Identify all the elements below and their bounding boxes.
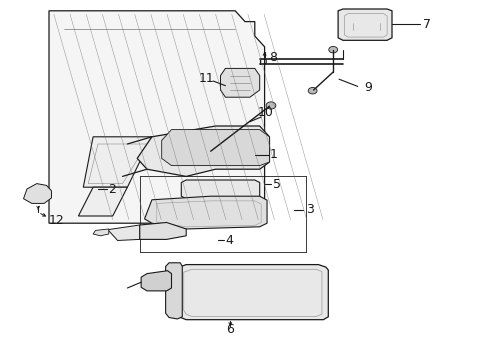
Polygon shape [166, 263, 182, 319]
Text: 2: 2 [108, 183, 116, 195]
Circle shape [52, 51, 60, 57]
Polygon shape [181, 180, 260, 199]
Circle shape [329, 46, 338, 53]
Polygon shape [49, 11, 265, 223]
Circle shape [349, 30, 357, 35]
Text: 3: 3 [306, 203, 314, 216]
Polygon shape [140, 222, 186, 239]
Circle shape [258, 58, 267, 65]
Circle shape [205, 149, 215, 156]
Polygon shape [78, 187, 127, 216]
Circle shape [52, 105, 60, 111]
Polygon shape [220, 68, 260, 97]
Text: 10: 10 [258, 106, 273, 119]
Polygon shape [145, 196, 267, 229]
Polygon shape [83, 137, 152, 187]
Text: 1: 1 [270, 148, 277, 161]
Circle shape [376, 17, 384, 23]
Text: 8: 8 [270, 51, 277, 64]
Text: 12: 12 [49, 214, 64, 227]
Text: 9: 9 [365, 81, 372, 94]
Text: 5: 5 [273, 178, 281, 191]
Polygon shape [338, 9, 392, 40]
Circle shape [150, 278, 161, 286]
Circle shape [153, 280, 158, 284]
Text: 6: 6 [226, 323, 234, 336]
Circle shape [266, 102, 276, 109]
Polygon shape [162, 130, 270, 166]
Circle shape [376, 30, 384, 35]
Polygon shape [176, 265, 328, 320]
Circle shape [196, 108, 201, 112]
Polygon shape [24, 184, 51, 203]
Polygon shape [108, 225, 140, 240]
Text: 11: 11 [199, 72, 215, 85]
Polygon shape [93, 229, 109, 236]
Circle shape [308, 87, 317, 94]
Polygon shape [137, 126, 270, 176]
Polygon shape [141, 271, 171, 291]
Circle shape [192, 105, 205, 114]
Circle shape [52, 159, 60, 165]
Circle shape [349, 17, 357, 23]
Text: 7: 7 [423, 18, 431, 31]
Text: 4: 4 [225, 234, 233, 247]
